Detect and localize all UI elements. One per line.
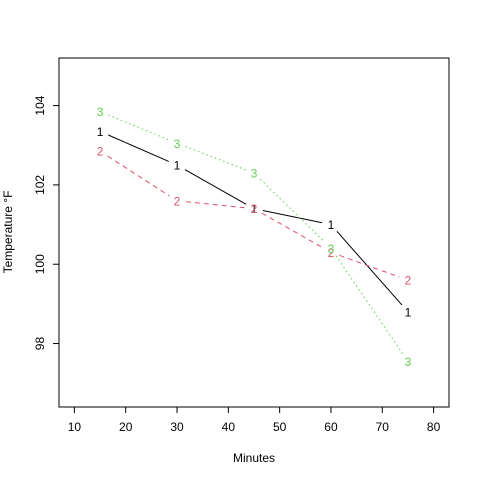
x-tick-label: 50 xyxy=(273,420,287,434)
x-tick-label: 70 xyxy=(376,420,390,434)
y-tick-label: 104 xyxy=(33,95,47,115)
series-1: 1 1 1 1 1 xyxy=(97,125,412,319)
series-1-segment xyxy=(108,134,169,162)
series-2-segment xyxy=(339,254,400,278)
x-tick-label: 20 xyxy=(119,420,133,434)
series-2-point: 2 xyxy=(97,145,104,159)
series-2-point: 2 xyxy=(251,202,258,216)
series-2-segment xyxy=(185,201,246,209)
y-tick-label: 98 xyxy=(33,337,47,351)
series-3-point: 3 xyxy=(328,242,335,256)
series-1-point: 1 xyxy=(405,305,412,319)
series-1-point: 1 xyxy=(328,218,335,232)
series-2-point: 2 xyxy=(405,274,412,288)
x-tick-label: 40 xyxy=(222,420,236,434)
series-3-point: 3 xyxy=(251,167,258,181)
series-3-segment xyxy=(335,255,404,355)
x-tick-label: 30 xyxy=(170,420,184,434)
series-2-point: 2 xyxy=(328,246,335,260)
series-2-segment xyxy=(261,212,324,249)
series-3-point: 3 xyxy=(97,105,104,119)
series-1-point: 1 xyxy=(97,125,104,139)
series-1-segment xyxy=(262,210,323,224)
series-2-segment xyxy=(107,155,170,197)
series-3-point: 3 xyxy=(174,137,181,151)
x-tick-label: 60 xyxy=(324,420,338,434)
series-1-point: 1 xyxy=(251,202,258,216)
plot-frame xyxy=(58,57,450,408)
series-1-segment xyxy=(184,169,247,205)
series-1-segment xyxy=(336,230,403,306)
series-2: 2 2 2 2 2 xyxy=(97,145,412,288)
series-3-segment xyxy=(260,178,325,243)
series-3-segment xyxy=(185,146,246,171)
y-tick-label: 102 xyxy=(33,175,47,195)
series-3-segment xyxy=(108,114,169,141)
series-1-point: 1 xyxy=(174,159,181,173)
x-tick-label: 10 xyxy=(68,420,82,434)
series-3-point: 3 xyxy=(405,355,412,369)
series-3: 3 3 3 3 3 xyxy=(97,105,412,369)
series-2-point: 2 xyxy=(174,194,181,208)
y-axis-title: Temperature °F xyxy=(1,191,15,274)
y-tick-label: 100 xyxy=(33,254,47,274)
x-axis-title: Minutes xyxy=(233,451,275,465)
x-tick-label: 80 xyxy=(427,420,441,434)
